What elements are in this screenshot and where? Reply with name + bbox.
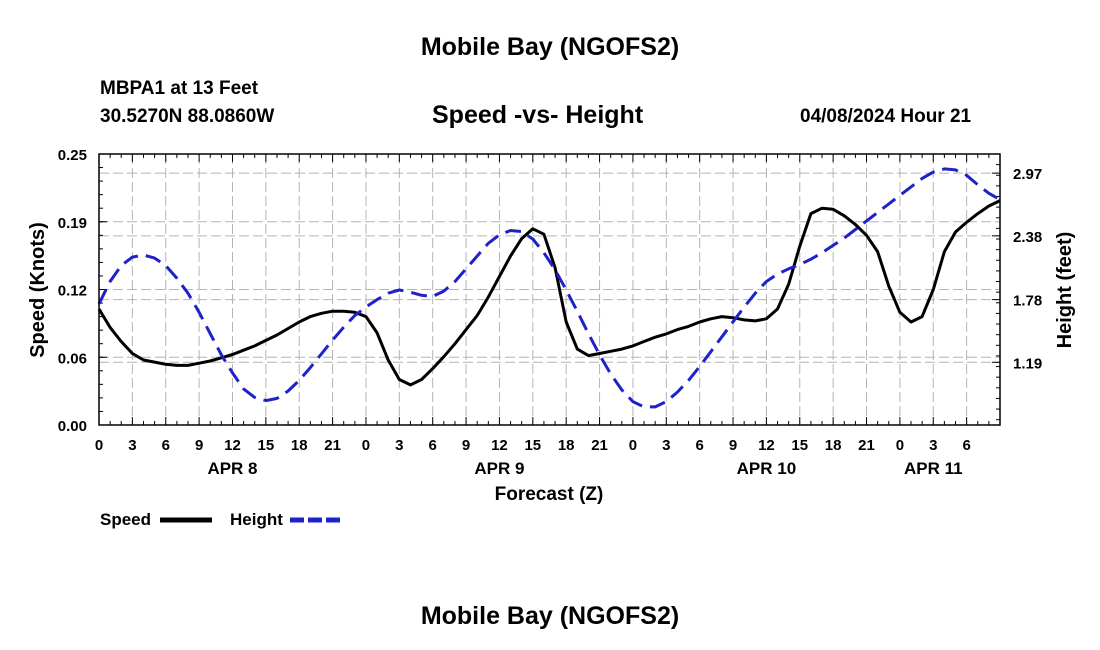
station-label: MBPA1 at 13 Feet [100, 78, 259, 99]
x-tick-label: 3 [929, 437, 937, 454]
x-tick-label: 9 [195, 437, 203, 454]
x-tick-label: 15 [258, 437, 275, 454]
plot-frame [98, 153, 1001, 426]
y2-tick-label: 1.78 [1013, 293, 1042, 310]
page-title: Mobile Bay (NGOFS2) [420, 33, 680, 61]
x-tick-label: 6 [695, 437, 703, 454]
y2-axis-title: Height (feet) [1054, 232, 1076, 349]
x-tick-label: 12 [758, 437, 775, 454]
y-tick-label: 0.12 [58, 283, 87, 300]
x-tick-label: 18 [825, 437, 842, 454]
y-axis-title: Speed (Knots) [27, 222, 49, 358]
x-tick-label: 21 [591, 437, 608, 454]
y-tick-label: 0.25 [58, 147, 87, 164]
forecast-datetime: 04/08/2024 Hour 21 [800, 106, 972, 127]
x-tick-label: 0 [95, 437, 103, 454]
x-tick-label: 18 [558, 437, 575, 454]
x-tick-label: 9 [729, 437, 737, 454]
x-tick-label: 3 [662, 437, 670, 454]
speed-height-chart: 0.00 0.06 0.12 0.19 0.25 1.19 1.78 2.38 2.97 0 3… [27, 147, 1076, 529]
footer-title: Mobile Bay (NGOFS2) [420, 602, 680, 630]
x-tick-label: 18 [291, 437, 308, 454]
x-tick-label: 6 [962, 437, 970, 454]
x-axis-labels: 0 3 6 9 12 15 18 21 0 3 6 9 12 15 18 21 0 3 6 9 12 15 18 21 0 3 6 [95, 437, 971, 454]
y-tick-label: 0.19 [58, 215, 87, 232]
x-tick-label: 15 [524, 437, 541, 454]
x-tick-label: 12 [224, 437, 241, 454]
y2-tick-label: 1.19 [1013, 355, 1042, 372]
height-series-line [97, 167, 1001, 409]
x-tick-label: 6 [429, 437, 437, 454]
x-tick-label: 21 [858, 437, 875, 454]
speed-series-line [97, 199, 1001, 387]
x-tick-label: 0 [896, 437, 904, 454]
day-label: APR 9 [474, 459, 524, 478]
y2-tick-label: 2.38 [1013, 229, 1042, 246]
x-tick-label: 9 [462, 437, 470, 454]
x-tick-label: 6 [162, 437, 170, 454]
grid-lines [99, 154, 1000, 425]
x-tick-label: 15 [791, 437, 808, 454]
x-tick-label: 12 [491, 437, 508, 454]
day-label: APR 11 [904, 459, 963, 478]
y2-axis-labels: 1.19 1.78 2.38 2.97 [1013, 166, 1042, 372]
y-axis-labels: 0.00 0.06 0.12 0.19 0.25 [58, 147, 87, 435]
x-tick-label: 3 [395, 437, 403, 454]
x-tick-label: 21 [324, 437, 341, 454]
station-coords: 30.5270N 88.0860W [100, 106, 275, 127]
x-tick-label: 3 [128, 437, 136, 454]
y-tick-label: 0.06 [58, 350, 87, 367]
chart-title: Speed -vs- Height [432, 101, 644, 129]
x-tick-label: 0 [629, 437, 637, 454]
x-tick-label: 0 [362, 437, 370, 454]
day-label: APR 10 [737, 459, 797, 478]
legend-speed-label: Speed [100, 510, 151, 529]
y2-tick-label: 2.97 [1013, 166, 1042, 183]
series-lines [97, 167, 1001, 409]
day-label: APR 8 [207, 459, 257, 478]
y-tick-label: 0.00 [58, 418, 87, 435]
legend-height-label: Height [230, 510, 283, 529]
day-labels: APR 8 APR 9 APR 10 APR 11 [207, 459, 962, 478]
x-axis-title: Forecast (Z) [495, 484, 604, 505]
